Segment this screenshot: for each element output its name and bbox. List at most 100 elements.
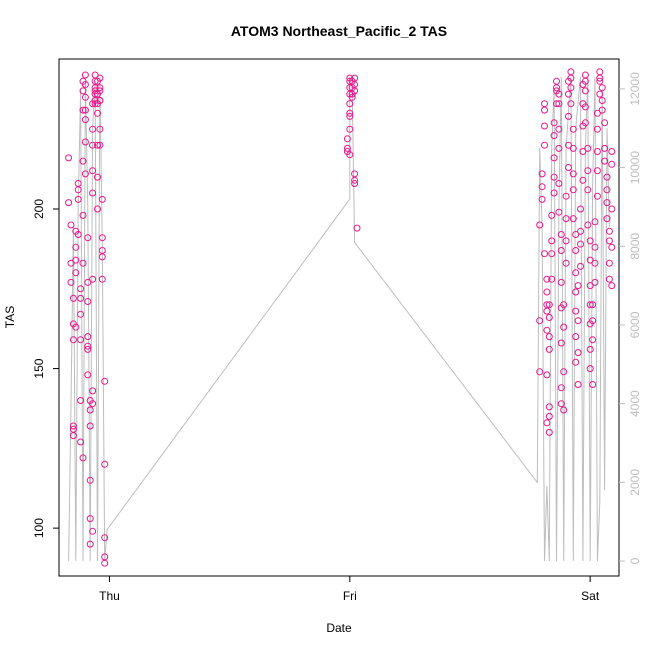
tas-point	[581, 87, 589, 95]
tas-point	[69, 425, 77, 433]
tas-point	[77, 397, 85, 404]
y2-tick-label: 6000	[628, 311, 642, 338]
tas-point	[584, 167, 592, 175]
tas-point	[94, 109, 101, 117]
tas-point	[536, 368, 544, 376]
tas-point	[593, 125, 601, 133]
tas-point	[572, 288, 580, 296]
tas-point	[591, 259, 599, 267]
tas-point	[86, 515, 94, 523]
x-tick-label: Sat	[581, 589, 600, 603]
tas-point	[593, 167, 601, 175]
tas-point	[569, 186, 577, 194]
tas-point	[550, 189, 558, 197]
tas-point	[562, 259, 570, 267]
tas-point	[96, 141, 104, 149]
tas-point	[586, 301, 594, 309]
tas-point	[572, 333, 580, 341]
tas-point	[101, 460, 109, 468]
tas-point	[89, 527, 97, 535]
tas-point	[81, 106, 89, 114]
tas-point	[65, 199, 73, 207]
tas-point	[536, 317, 544, 325]
tas-point	[560, 323, 568, 331]
tas-point	[89, 400, 97, 408]
tas-point	[569, 144, 577, 152]
tas-point	[77, 310, 85, 318]
tas-point	[569, 215, 577, 223]
tas-point	[89, 125, 97, 133]
tas-point	[84, 278, 92, 286]
tas-point	[589, 336, 597, 344]
tas-point	[353, 224, 361, 232]
tas-point	[603, 186, 611, 194]
tas-point	[572, 231, 580, 238]
tas-point	[562, 192, 570, 200]
tas-point	[536, 221, 544, 229]
tas-point	[565, 164, 572, 171]
tas-point	[346, 151, 354, 159]
tas-point	[555, 144, 563, 152]
tas-point	[572, 307, 580, 315]
tas-point	[545, 333, 553, 341]
tas-point	[77, 336, 85, 344]
tas-point	[72, 243, 80, 251]
tas-point	[560, 301, 568, 309]
tas-point	[543, 419, 551, 427]
tas-point	[69, 294, 77, 302]
tas-point	[81, 71, 89, 79]
y-axis-right: 0 2000 4000 6000 8000 10000 12000	[619, 72, 642, 564]
tas-point	[577, 262, 584, 270]
plot-frame	[58, 58, 620, 577]
tas-point	[543, 275, 551, 283]
tas-point	[591, 218, 599, 226]
tas-point	[91, 77, 99, 85]
tas-point	[543, 288, 551, 296]
tas-point	[591, 243, 599, 251]
tas-point	[557, 384, 565, 392]
tas-point	[562, 215, 570, 223]
tas-point	[584, 144, 592, 152]
tas-point	[603, 215, 611, 223]
tas-point	[555, 125, 563, 133]
tas-point	[74, 231, 82, 238]
tas-point	[581, 71, 589, 79]
y2-tick-label: 2000	[628, 469, 642, 496]
tas-point	[567, 100, 575, 108]
tas-point	[81, 170, 89, 178]
tas-point	[86, 406, 94, 414]
tas-point	[84, 298, 92, 305]
tas-point	[84, 333, 92, 341]
y2-tick-label: 4000	[628, 390, 642, 417]
tas-point	[79, 211, 87, 219]
tas-point	[584, 221, 592, 229]
tas-point	[98, 253, 106, 261]
tas-point	[86, 476, 94, 484]
tas-point	[605, 275, 613, 283]
tas-point	[101, 534, 109, 542]
tas-point	[94, 205, 101, 213]
tas-point	[96, 87, 104, 95]
tas-point	[560, 368, 568, 376]
tas-point	[74, 195, 82, 203]
tas-point	[541, 100, 548, 108]
x-tick-label: Thu	[99, 589, 120, 603]
tas-point	[548, 250, 556, 258]
tas-point	[79, 87, 87, 95]
tas-point	[601, 157, 609, 165]
tas-point	[545, 314, 553, 321]
altitude-line	[68, 77, 610, 562]
tas-point	[541, 250, 548, 258]
tas-point	[548, 211, 556, 219]
tas-point	[574, 282, 582, 290]
tas-point	[550, 119, 558, 127]
tas-point	[596, 68, 604, 76]
tas-point	[603, 173, 611, 181]
tas-point	[89, 167, 97, 175]
x-axis-label: Date	[326, 621, 352, 635]
x-tick-label: Fri	[343, 589, 357, 603]
tas-point	[96, 125, 104, 133]
tas-point	[545, 345, 553, 353]
tas-point	[81, 81, 89, 88]
tas-point	[543, 307, 551, 315]
